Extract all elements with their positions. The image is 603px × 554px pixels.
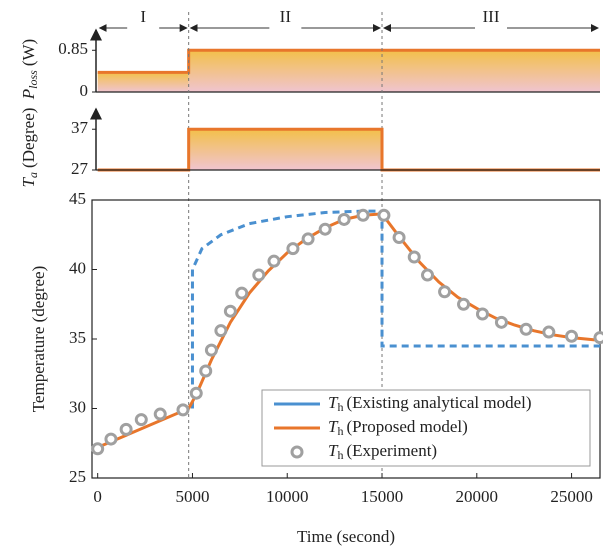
x-tick-label: 15000	[361, 487, 404, 506]
data-point	[134, 413, 148, 427]
legend-name: (Existing analytical model)	[346, 393, 531, 412]
data-point	[438, 285, 452, 299]
phase-label-bg	[269, 18, 302, 38]
y-tick-label: 45	[69, 189, 86, 208]
phase-label: III	[483, 7, 500, 26]
step-fill	[188, 50, 383, 92]
data-point	[286, 242, 300, 256]
unit: (Degree)	[19, 108, 38, 168]
y-tick-label: 25	[69, 467, 86, 486]
data-point	[223, 304, 237, 318]
phase-label: I	[140, 7, 146, 26]
data-point	[199, 364, 213, 378]
data-point	[392, 231, 406, 245]
data-point	[189, 386, 203, 400]
data-point	[356, 208, 370, 222]
step-fill	[188, 129, 383, 170]
data-point	[153, 407, 167, 421]
unit: (W)	[19, 39, 38, 66]
y-tick-label: 0	[80, 81, 89, 100]
data-point	[104, 432, 118, 446]
series-line	[97, 212, 601, 449]
data-point	[204, 343, 218, 357]
data-point	[214, 324, 228, 338]
y-tick-label: 35	[69, 328, 86, 347]
data-point	[91, 442, 105, 456]
x-tick-label: 5000	[175, 487, 209, 506]
y-tick-label: 0.85	[58, 39, 88, 58]
legend-label: Th (Experiment)	[328, 441, 437, 462]
y-tick-label: 27	[71, 159, 89, 178]
legend-name: (Experiment)	[346, 441, 437, 460]
data-point	[252, 268, 266, 282]
symbol: T	[328, 417, 339, 436]
data-point	[301, 232, 315, 246]
data-point	[542, 325, 556, 339]
phase-label: II	[280, 7, 292, 26]
data-point	[119, 422, 133, 436]
data-point	[457, 297, 471, 311]
symbol: T	[328, 393, 339, 412]
data-point	[421, 268, 435, 282]
y-tick-label: 30	[69, 397, 86, 416]
subscript: h	[337, 448, 343, 462]
y-axis-label: Temperature (degree)	[29, 266, 48, 413]
x-axis-label: Time (second)	[297, 527, 395, 546]
legend-label: Th (Proposed model)	[328, 417, 468, 438]
legend-marker	[290, 445, 304, 459]
subscript: a	[26, 172, 40, 178]
step-fill	[382, 50, 600, 92]
data-point	[494, 315, 508, 329]
y-tick-label: 40	[69, 258, 86, 277]
data-point	[593, 331, 603, 345]
symbol: T	[328, 441, 339, 460]
phase-label-bg	[127, 18, 160, 38]
data-point	[377, 208, 391, 222]
symbol: T	[19, 176, 38, 187]
data-point	[407, 250, 421, 264]
x-tick-label: 0	[93, 487, 102, 506]
x-tick-label: 10000	[266, 487, 309, 506]
data-point	[565, 329, 579, 343]
data-point	[519, 322, 533, 336]
data-point	[176, 403, 190, 417]
y-axis-label: Ta (Degree)	[19, 108, 40, 188]
subscript: h	[337, 424, 343, 438]
subscript: loss	[26, 70, 40, 89]
data-point	[318, 222, 332, 236]
data-point	[337, 212, 351, 226]
x-tick-label: 25000	[550, 487, 593, 506]
series-line	[190, 209, 600, 409]
step-fill	[97, 72, 189, 92]
data-point	[475, 307, 489, 321]
y-tick-label: 37	[71, 118, 89, 137]
y-axis-label: Ploss (W)	[19, 39, 40, 100]
data-point	[235, 286, 249, 300]
legend-label: Th (Existing analytical model)	[328, 393, 532, 414]
x-tick-label: 20000	[456, 487, 499, 506]
phase-label-bg	[475, 18, 508, 38]
symbol: P	[19, 89, 38, 100]
subscript: h	[337, 400, 343, 414]
data-point	[267, 254, 281, 268]
legend-name: (Proposed model)	[346, 417, 467, 436]
